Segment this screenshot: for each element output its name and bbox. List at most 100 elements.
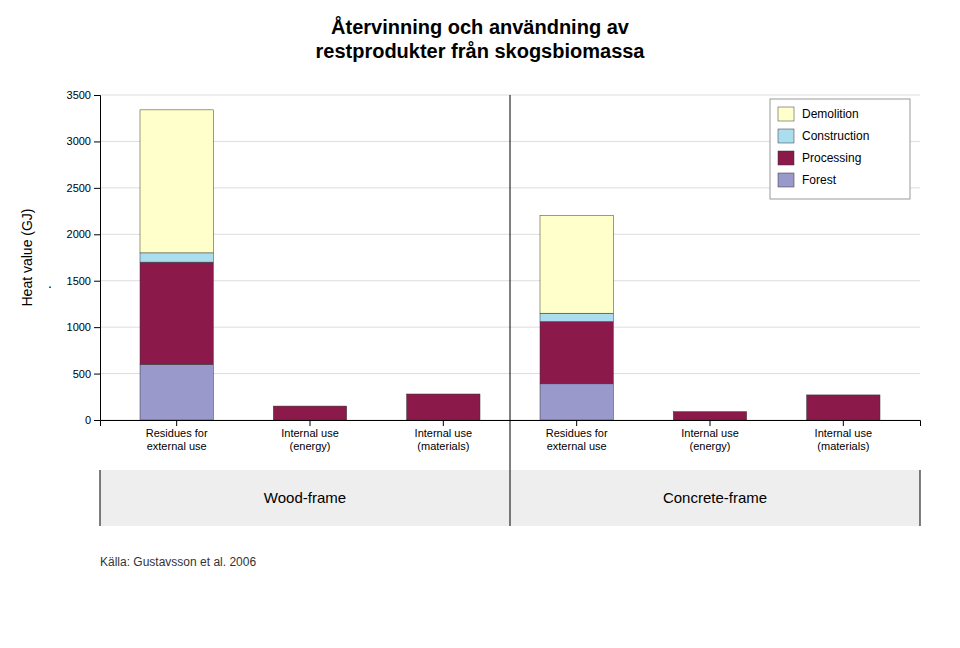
y-axis-title: Heat value (GJ) <box>19 208 35 306</box>
legend-entry: Processing <box>778 151 861 165</box>
x-tick-label: Internal use(materials) <box>815 427 872 452</box>
bar <box>673 411 746 412</box>
legend-swatch <box>778 129 794 143</box>
bar <box>540 322 613 384</box>
bar <box>540 216 613 314</box>
legend: Demolition Construction Processing Forest <box>770 99 910 199</box>
y-tick-mark <box>94 234 100 235</box>
y-tick-label: 0 <box>85 414 91 426</box>
bar <box>273 406 346 420</box>
legend-swatch <box>778 107 794 121</box>
x-tick-mark <box>310 420 311 426</box>
y-tick-label: 2000 <box>67 228 91 240</box>
y-tick: 500 <box>73 368 100 380</box>
x-tick-label-line: (energy) <box>690 440 731 452</box>
title-line: restprodukter från skogsbiomassa <box>316 40 646 62</box>
x-tick: Internal use(materials) <box>415 420 472 452</box>
group-label: Concrete-frame <box>663 489 767 506</box>
y-tick-mark <box>94 188 100 189</box>
y-tick-label: 3000 <box>67 135 91 147</box>
x-tick-label: Internal use(energy) <box>281 427 338 452</box>
bar <box>673 411 746 412</box>
x-tick: Residues forexternal use <box>546 420 608 452</box>
x-tick-label-line: (energy) <box>290 440 331 452</box>
x-tick: Internal use(energy) <box>281 420 338 452</box>
x-tick-label-line: (materials) <box>417 440 469 452</box>
legend-swatch <box>778 151 794 165</box>
legend-entry: Forest <box>778 173 837 187</box>
x-tick-mark <box>443 420 444 426</box>
bar <box>273 406 346 407</box>
y-tick: 1000 <box>67 321 100 333</box>
y-tick-label: 1000 <box>67 321 91 333</box>
bar <box>807 394 880 395</box>
group-band-edge <box>100 470 101 526</box>
x-tick-label-line: Residues for <box>146 427 208 439</box>
x-tick: Internal use(energy) <box>681 420 738 452</box>
bar <box>140 110 213 253</box>
x-tick: Residues forexternal use <box>146 420 208 452</box>
title-line: Återvinning och användning av <box>331 15 630 38</box>
bar-series <box>140 110 613 313</box>
legend-entry: Construction <box>778 129 869 143</box>
group-band-edge <box>920 470 921 526</box>
bar <box>540 384 613 420</box>
group-band: Wood-frame Concrete-frame <box>100 95 920 526</box>
x-tick-mark <box>176 420 177 426</box>
x-tick-label: Residues forexternal use <box>146 427 208 452</box>
bar <box>140 262 213 364</box>
y-tick-mark <box>94 95 100 96</box>
x-tick-label: Internal use(materials) <box>415 427 472 452</box>
bar <box>273 406 346 407</box>
x-tick-label: Internal use(energy) <box>681 427 738 452</box>
y-tick: 0 <box>85 414 100 426</box>
y-tick-label: 1500 <box>67 275 91 287</box>
x-tick-label-line: external use <box>547 440 607 452</box>
bar <box>407 394 480 395</box>
bar <box>140 364 213 420</box>
y-tick: 3500 <box>67 89 100 101</box>
y-tick: 1500 <box>67 275 100 287</box>
x-tick-label-line: external use <box>147 440 207 452</box>
x-tick-label-line: Internal use <box>415 427 472 439</box>
legend-label: Construction <box>802 129 869 143</box>
y-tick-mark <box>94 281 100 282</box>
x-tick-label-line: Internal use <box>281 427 338 439</box>
y-tick-mark <box>94 141 100 142</box>
y-tick-mark <box>94 420 100 421</box>
x-tick-label-line: Internal use <box>815 427 872 439</box>
group-label: Wood-frame <box>264 489 346 506</box>
title: Återvinning och användning avrestprodukt… <box>316 15 646 62</box>
legend-label: Processing <box>802 151 861 165</box>
x-tick-label: Residues forexternal use <box>546 427 608 452</box>
x-tick-label-line: Internal use <box>681 427 738 439</box>
y-tick-label: 2500 <box>67 182 91 194</box>
plot-area: 0 500 1000 1500 2000 2500 3000 3500 Residues for… <box>67 89 921 452</box>
chart: Återvinning och användning avrestprodukt… <box>0 0 960 648</box>
y-tick-mark <box>94 327 100 328</box>
legend-label: Forest <box>802 173 837 187</box>
group-divider <box>510 95 511 526</box>
y-tick: 2500 <box>67 182 100 194</box>
bar <box>140 253 213 262</box>
bar <box>407 394 480 395</box>
annotation: . <box>48 275 52 291</box>
bar <box>807 394 880 395</box>
x-tick-label-line: Residues for <box>546 427 608 439</box>
y-tick-label: 3500 <box>67 89 91 101</box>
x-tick-label-line: (materials) <box>817 440 869 452</box>
legend-label: Demolition <box>802 107 859 121</box>
y-tick-mark <box>94 374 100 375</box>
y-tick-label: 500 <box>73 368 91 380</box>
legend-entry: Demolition <box>778 107 859 121</box>
bar <box>673 412 746 420</box>
y-axis: 0 500 1000 1500 2000 2500 3000 3500 <box>67 89 101 426</box>
bar <box>540 313 613 321</box>
x-tick: Internal use(materials) <box>815 420 872 452</box>
y-tick: 2000 <box>67 228 100 240</box>
y-tick: 3000 <box>67 135 100 147</box>
legend-box <box>770 99 910 199</box>
x-tick-mark <box>843 420 844 426</box>
x-tick-mark <box>576 420 577 426</box>
legend-swatch <box>778 173 794 187</box>
